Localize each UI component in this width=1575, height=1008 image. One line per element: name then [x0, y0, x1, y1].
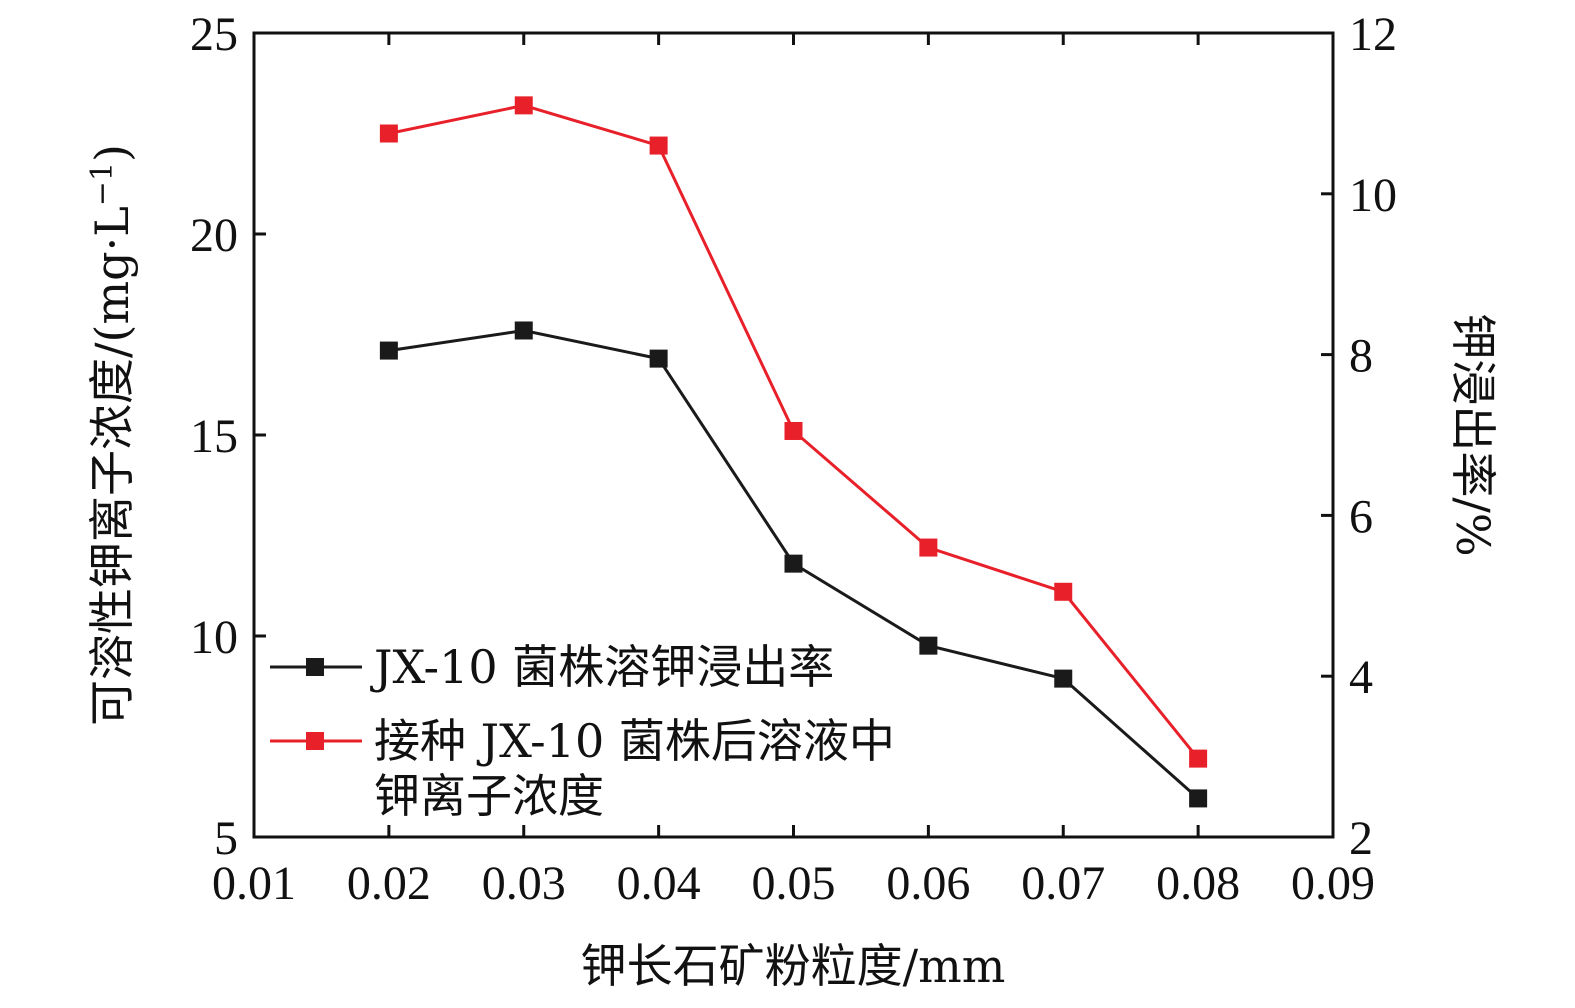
series-0-point	[379, 341, 398, 360]
left-y-tick-label: 15	[190, 410, 238, 463]
x-tick-label: 0.07	[1021, 857, 1105, 910]
right-y-tick-label: 12	[1349, 8, 1397, 61]
right-y-tick-label: 8	[1349, 330, 1373, 383]
series-1-point	[649, 136, 668, 155]
x-tick-label: 0.05	[752, 857, 836, 910]
left-y-tick-label: 20	[190, 209, 238, 262]
left-y-axis-title-main: 可溶性钾离子浓度/(mg·L	[85, 206, 139, 726]
legend: JX-10 菌株溶钾浸出率 接种 JX-10 菌株后溶液中 钾离子浓度	[270, 640, 895, 823]
right-y-tick-labels: 2 4 6 8 10 12	[1349, 8, 1397, 865]
series-1-point	[1189, 749, 1208, 768]
legend-marker-black	[306, 658, 324, 676]
x-tick-label: 0.03	[482, 857, 566, 910]
series-0-point	[649, 349, 668, 368]
left-y-tick-label: 5	[214, 812, 238, 865]
left-y-axis-title: 可溶性钾离子浓度/(mg·L−1)	[85, 144, 139, 726]
series-1-point	[514, 96, 533, 115]
series-1-point	[784, 421, 803, 440]
series-1-point	[1054, 582, 1073, 601]
axis-ticks	[252, 31, 1335, 839]
left-y-tick-label: 25	[190, 8, 238, 61]
right-y-axis-title: 钾浸出率/%	[1446, 313, 1500, 556]
legend-label-red-line2: 钾离子浓度	[374, 769, 604, 823]
x-tick-label: 0.04	[617, 857, 701, 910]
x-tick-label: 0.02	[347, 857, 431, 910]
series-0-point	[784, 554, 803, 573]
right-y-tick-label: 10	[1349, 169, 1397, 222]
right-y-tick-label: 2	[1349, 812, 1373, 865]
left-y-axis-title-close: )	[85, 144, 139, 162]
series-lines	[388, 103, 1200, 800]
x-tick-labels: 0.01 0.02 0.03 0.04 0.05 0.06 0.07 0.08 0.09	[212, 857, 1375, 910]
series-markers	[379, 96, 1208, 808]
left-y-axis-title-exponent: −1	[85, 162, 120, 206]
x-tick-label: 0.08	[1156, 857, 1240, 910]
x-tick-label: 0.06	[886, 857, 970, 910]
legend-label-black: JX-10 菌株溶钾浸出率	[370, 640, 834, 694]
right-y-tick-label: 6	[1349, 490, 1373, 543]
x-tick-label: 0.09	[1291, 857, 1375, 910]
left-y-tick-label: 10	[190, 611, 238, 664]
legend-marker-red	[306, 732, 324, 750]
series-0-point	[1189, 789, 1208, 808]
right-y-tick-label: 4	[1349, 651, 1373, 704]
legend-label-red-line1: 接种 JX-10 菌株后溶液中	[374, 714, 895, 768]
left-y-tick-labels: 5 10 15 20 25	[190, 8, 238, 865]
x-axis-title: 钾长石矿粉粒度/mm	[581, 939, 1006, 993]
series-0-point	[919, 636, 938, 655]
x-tick-label: 0.01	[212, 857, 296, 910]
series-1-point	[379, 124, 398, 143]
series-0-point	[1054, 669, 1073, 688]
series-1-point	[919, 538, 938, 557]
series-0-point	[514, 321, 533, 340]
